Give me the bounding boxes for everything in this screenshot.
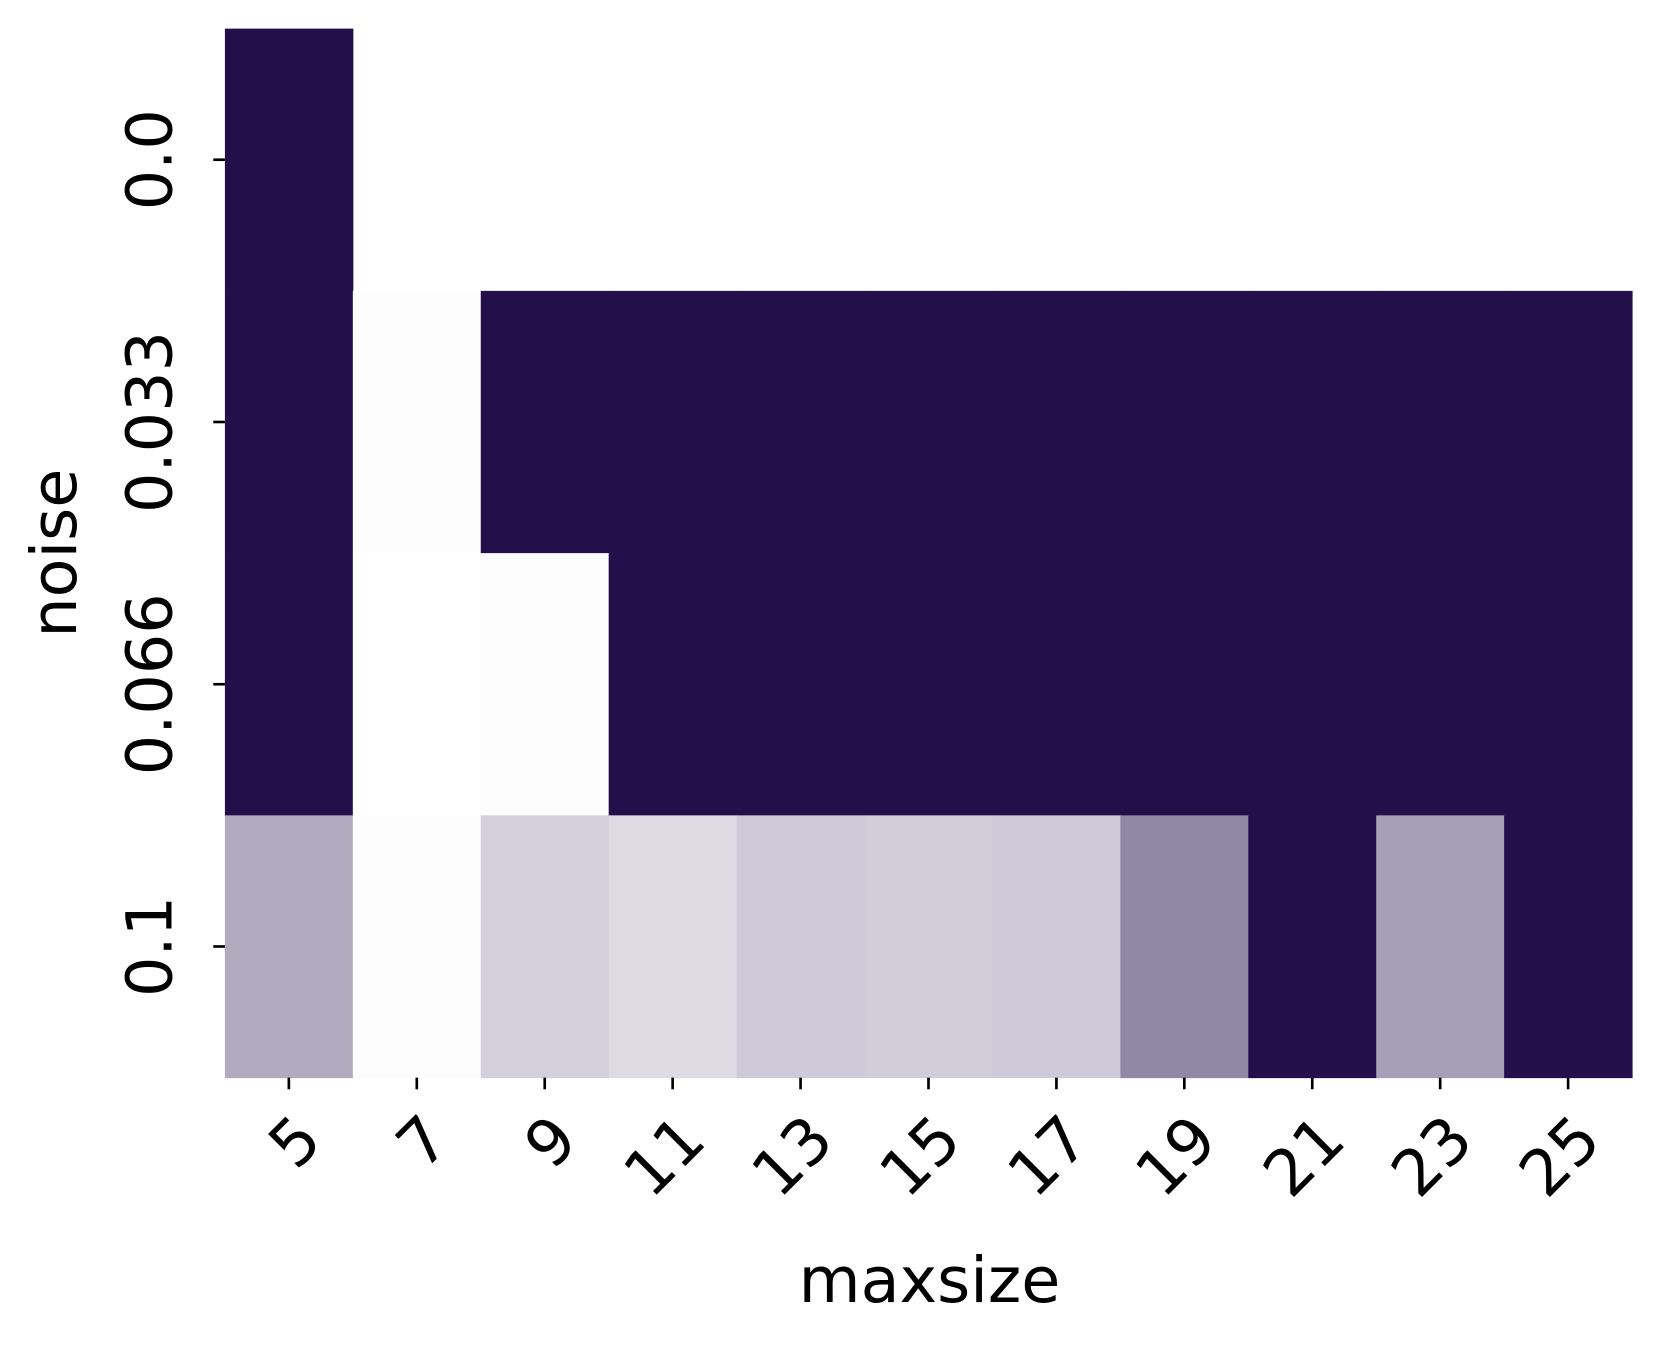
- heatmap-cell: [1248, 290, 1377, 554]
- heatmap-cell: [480, 290, 610, 554]
- heatmap-cell: [992, 815, 1121, 1079]
- y-tick-label: 0.066: [112, 593, 186, 775]
- x-axis-label: maxsize: [799, 1243, 1061, 1317]
- heatmap-cell: [224, 28, 354, 292]
- heatmap-cell: [1504, 553, 1633, 816]
- heatmap-cell: [736, 290, 866, 554]
- heatmap-cell: [608, 553, 738, 816]
- heatmap-cell: [352, 290, 482, 554]
- heatmap-cell: [1120, 290, 1249, 554]
- heatmap-cell: [1376, 553, 1505, 816]
- heatmap-cell: [352, 553, 482, 816]
- x-tick-label: 17: [993, 1101, 1103, 1211]
- y-tick-label: 0.0: [112, 109, 186, 210]
- heatmap-cell: [1376, 815, 1505, 1079]
- heatmap-cell: [736, 553, 866, 816]
- x-tick-label: 23: [1377, 1101, 1487, 1211]
- x-tick-label: 21: [1249, 1101, 1359, 1211]
- heatmap-cell: [1248, 553, 1377, 816]
- heatmap-cell: [992, 290, 1121, 554]
- x-tick-label: 5: [254, 1101, 335, 1182]
- x-tick-label: 15: [865, 1101, 975, 1211]
- x-tick-label: 19: [1121, 1101, 1231, 1211]
- heatmap-cell: [864, 290, 993, 554]
- heatmap-cell: [864, 815, 993, 1079]
- heatmap-cell: [480, 815, 610, 1079]
- heatmap-cell: [224, 553, 354, 816]
- y-tick-label: 0.033: [112, 331, 186, 513]
- heatmap-cell: [1120, 815, 1249, 1079]
- heatmap-cell: [1504, 290, 1633, 554]
- heatmap-cell: [608, 815, 738, 1079]
- heatmap-cell: [352, 815, 482, 1079]
- heatmap-cell: [1120, 553, 1249, 816]
- x-tick-label: 9: [510, 1101, 591, 1182]
- y-tick-label: 0.1: [112, 896, 186, 997]
- heatmap-cell: [864, 553, 993, 816]
- heatmap-cell: [608, 290, 738, 554]
- x-tick-label: 25: [1505, 1101, 1615, 1211]
- heatmap-cell: [480, 553, 610, 816]
- heatmap-cell: [1248, 815, 1377, 1079]
- heatmap-cell: [224, 290, 354, 554]
- heatmap-cell: [736, 815, 866, 1079]
- heatmap-cell: [992, 553, 1121, 816]
- x-tick-label: 7: [382, 1101, 463, 1182]
- heatmap-cell: [1376, 290, 1505, 554]
- x-tick-label: 13: [737, 1101, 847, 1211]
- x-tick-label: 11: [609, 1101, 719, 1211]
- heatmap-cell: [224, 815, 354, 1079]
- heatmap-cell: [1504, 815, 1633, 1079]
- y-axis-label: noise: [17, 469, 91, 638]
